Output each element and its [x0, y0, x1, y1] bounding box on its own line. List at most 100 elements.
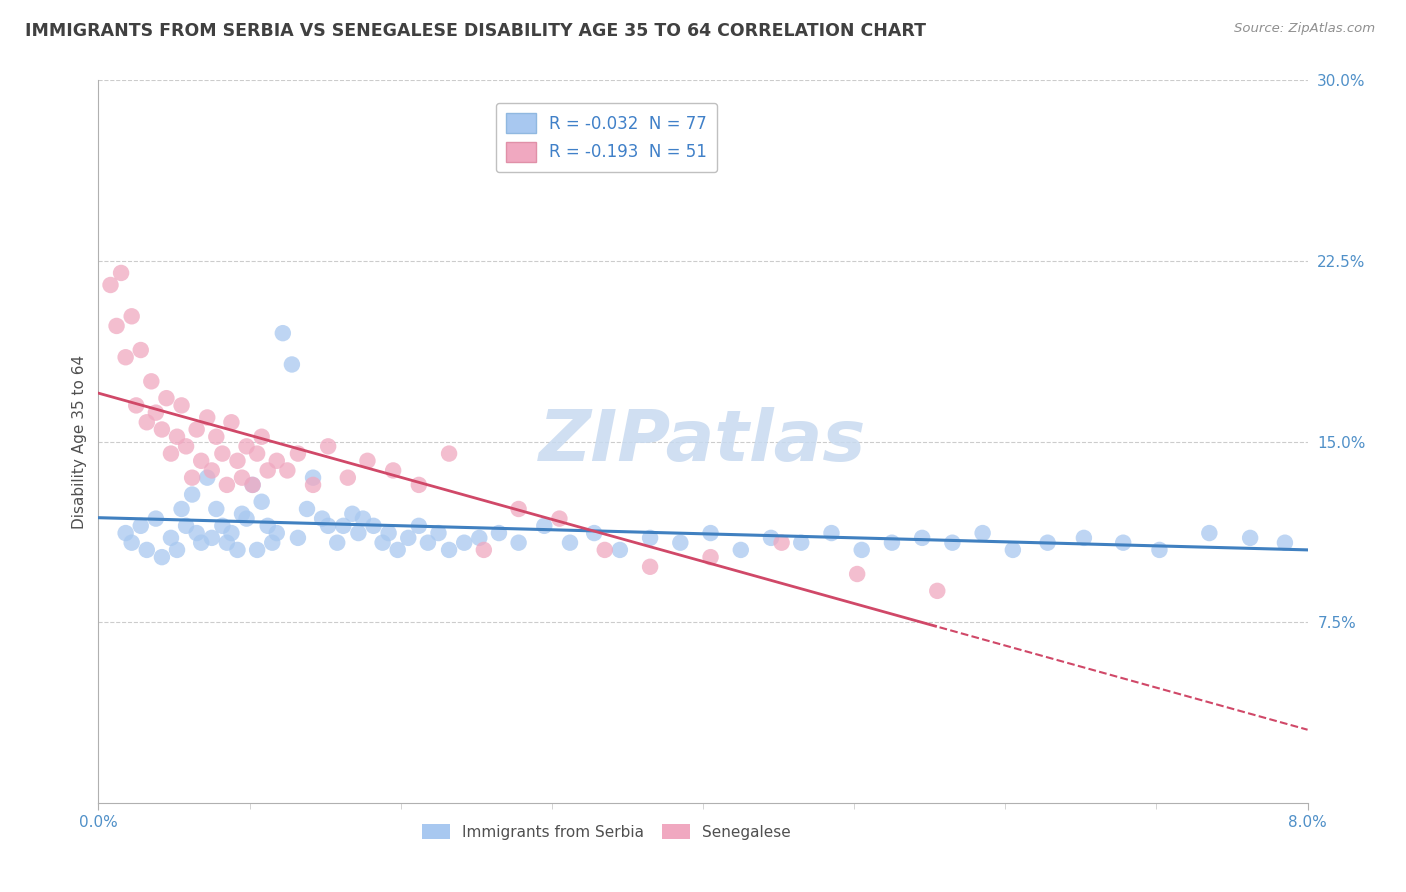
Point: [356, 454, 378, 468]
Point: [342, 507, 364, 521]
Point: [246, 542, 269, 557]
Point: [316, 439, 339, 453]
Point: [1274, 535, 1296, 549]
Point: [121, 535, 143, 549]
Point: [231, 507, 253, 521]
Point: [1239, 531, 1261, 545]
Legend: Immigrants from Serbia, Senegalese: Immigrants from Serbia, Senegalese: [416, 818, 797, 846]
Point: [287, 446, 309, 460]
Point: [437, 446, 460, 460]
Point: [170, 502, 193, 516]
Point: [262, 535, 284, 549]
Point: [256, 519, 278, 533]
Point: [302, 478, 325, 492]
Point: [186, 423, 208, 437]
Point: [352, 511, 374, 525]
Point: [287, 531, 309, 545]
Point: [231, 471, 253, 485]
Point: [851, 542, 873, 557]
Point: [256, 463, 278, 477]
Point: [181, 471, 204, 485]
Point: [427, 526, 450, 541]
Point: [235, 511, 257, 525]
Point: [174, 519, 197, 533]
Point: [1001, 542, 1024, 557]
Point: [316, 519, 339, 533]
Point: [129, 519, 152, 533]
Point: [201, 531, 224, 545]
Point: [941, 535, 963, 549]
Point: [174, 439, 197, 453]
Point: [846, 567, 869, 582]
Point: [387, 542, 409, 557]
Point: [408, 519, 430, 533]
Point: [699, 526, 721, 541]
Point: [250, 494, 273, 508]
Point: [1073, 531, 1095, 545]
Point: [160, 446, 183, 460]
Point: [880, 535, 903, 549]
Point: [242, 478, 264, 492]
Point: [271, 326, 294, 341]
Point: [205, 430, 228, 444]
Point: [135, 415, 157, 429]
Point: [468, 531, 491, 545]
Point: [408, 478, 430, 492]
Point: [145, 406, 167, 420]
Point: [396, 531, 419, 545]
Point: [190, 454, 212, 468]
Point: [770, 535, 793, 549]
Point: [488, 526, 510, 541]
Point: [1198, 526, 1220, 541]
Point: [190, 535, 212, 549]
Point: [911, 531, 934, 545]
Point: [235, 439, 257, 453]
Point: [1112, 535, 1135, 549]
Point: [336, 471, 359, 485]
Point: [170, 398, 193, 412]
Text: ZIPatlas: ZIPatlas: [540, 407, 866, 476]
Point: [927, 583, 949, 598]
Point: [211, 446, 233, 460]
Point: [295, 502, 318, 516]
Point: [215, 535, 238, 549]
Point: [820, 526, 842, 541]
Point: [281, 358, 304, 372]
Point: [242, 478, 264, 492]
Point: [226, 454, 249, 468]
Point: [215, 478, 238, 492]
Point: [135, 542, 157, 557]
Point: [508, 535, 530, 549]
Point: [181, 487, 204, 501]
Point: [150, 550, 173, 565]
Point: [548, 511, 571, 525]
Point: [114, 526, 136, 541]
Point: [221, 415, 243, 429]
Point: [226, 542, 249, 557]
Point: [593, 542, 616, 557]
Point: [558, 535, 581, 549]
Point: [266, 454, 288, 468]
Point: [160, 531, 183, 545]
Point: [669, 535, 692, 549]
Point: [638, 531, 661, 545]
Point: [141, 375, 163, 389]
Point: [453, 535, 475, 549]
Point: [221, 526, 243, 541]
Point: [100, 278, 122, 293]
Point: [416, 535, 439, 549]
Point: [201, 463, 224, 477]
Point: [121, 310, 143, 324]
Point: [266, 526, 288, 541]
Point: [114, 350, 136, 364]
Point: [150, 423, 173, 437]
Point: [1149, 542, 1171, 557]
Point: [211, 519, 233, 533]
Point: [508, 502, 530, 516]
Point: [347, 526, 370, 541]
Point: [195, 471, 218, 485]
Point: [583, 526, 606, 541]
Point: [105, 318, 128, 333]
Point: [155, 391, 177, 405]
Point: [363, 519, 385, 533]
